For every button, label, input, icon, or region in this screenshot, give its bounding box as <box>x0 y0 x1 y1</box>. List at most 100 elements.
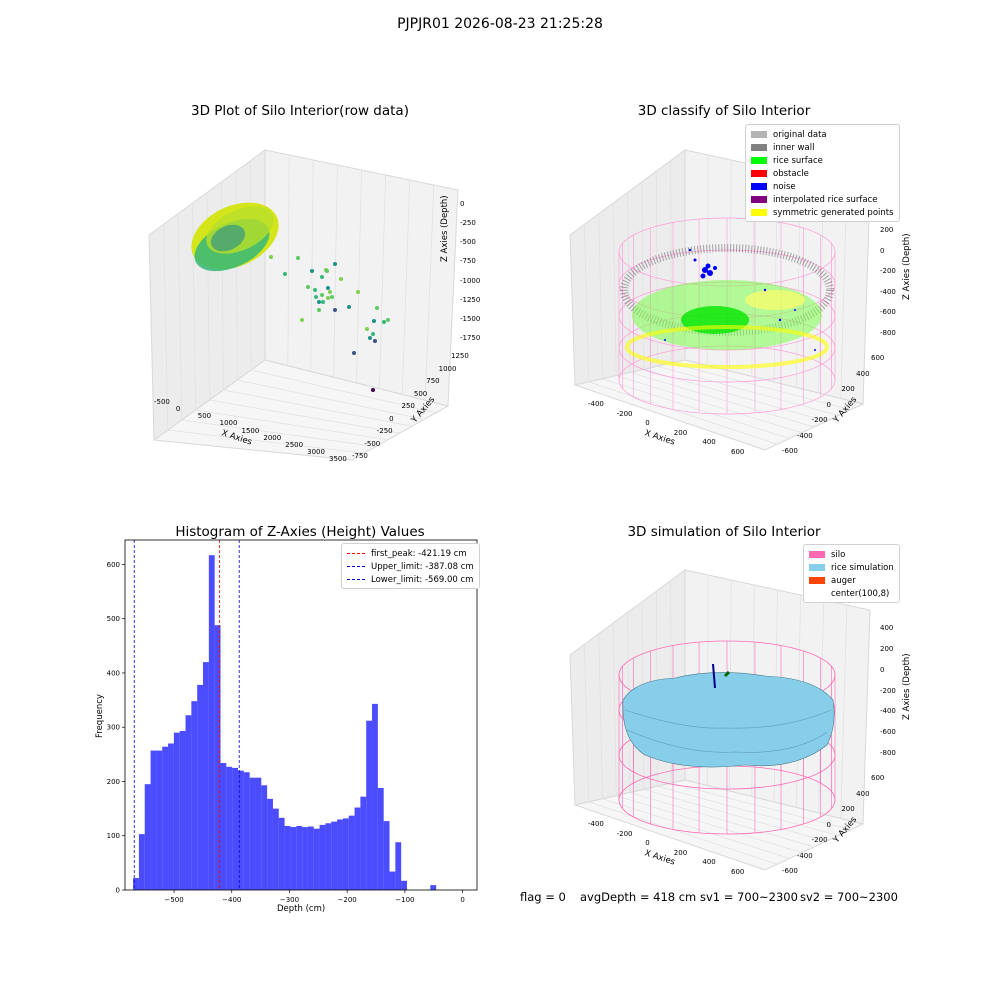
scatter-point <box>375 306 379 310</box>
histogram-bar <box>150 750 157 890</box>
panel4-title: 3D simulation of Silo Interior <box>627 524 821 540</box>
legend-entry: silo <box>809 548 894 561</box>
z-tick-label: 0 <box>880 246 885 255</box>
z-tick-label: 400 <box>880 624 894 632</box>
x-tick-label: 2000 <box>263 433 282 442</box>
histogram-bar <box>383 821 390 890</box>
histogram-bar <box>302 827 308 890</box>
footer-sv1: sv1 = 700~2300 <box>700 890 798 904</box>
scatter-point <box>317 308 321 312</box>
panel4-z-label: Z Axies (Depth) <box>902 653 912 720</box>
scatter-point <box>306 285 310 289</box>
legend-entry: symmetric generated points <box>751 206 894 219</box>
x-tick-label: −200 <box>338 896 357 904</box>
footer-avg-depth: avgDepth = 418 cm <box>580 890 697 904</box>
histogram-bar <box>156 750 163 890</box>
z-tick-label: 200 <box>880 644 894 653</box>
histogram-bar <box>342 818 349 890</box>
histogram-bar <box>208 555 215 890</box>
z-tick-label: -1750 <box>460 334 481 342</box>
z-tick-label: -1000 <box>460 276 481 285</box>
histogram-y-label: Frequency <box>95 694 105 738</box>
z-tick-label: 0 <box>880 665 885 674</box>
footer-flag: flag = 0 <box>520 890 566 904</box>
x-tick-label: −300 <box>280 896 299 904</box>
legend-label: original data <box>773 129 827 140</box>
scatter-point <box>339 277 343 281</box>
scatter-point <box>325 269 329 273</box>
histogram-bar <box>185 715 192 890</box>
histogram-legend: first_peak: -421.19 cm Upper_limit: -387.… <box>341 543 480 589</box>
x-tick-label: −100 <box>395 896 414 904</box>
y-tick-label: 600 <box>871 774 885 782</box>
y-tick-label: 0 <box>826 820 831 829</box>
scatter-point <box>347 305 351 309</box>
scatter-point <box>333 308 337 312</box>
scatter-point <box>368 336 372 340</box>
legend-entry: Lower_limit: -569.00 cm <box>347 573 474 586</box>
scatter-point <box>328 290 332 294</box>
legend-label: Upper_limit: -387.08 cm <box>371 561 474 572</box>
histogram-bar <box>191 701 198 890</box>
histogram-bar <box>133 878 139 890</box>
legend-swatch <box>751 196 767 203</box>
x-tick-label: 2500 <box>285 440 304 449</box>
legend-swatch <box>809 577 825 584</box>
scatter-point <box>386 318 390 322</box>
z-tick-label: -1250 <box>460 295 481 304</box>
legend-label: symmetric generated points <box>773 207 894 218</box>
scatter-point <box>321 300 325 304</box>
scatter-point <box>313 288 317 292</box>
y-tick-label: 1250 <box>451 352 469 360</box>
panel2-z-label: Z Axies (Depth) <box>902 233 912 300</box>
panel1-3d-plot <box>148 149 459 461</box>
legend-label: silo <box>831 549 846 560</box>
x-tick-label: -200 <box>616 829 633 838</box>
legend-swatch <box>809 551 825 558</box>
legend-label: obstacle <box>773 168 809 179</box>
histogram-bar <box>296 825 303 890</box>
histogram-bar <box>307 826 314 890</box>
x-tick-label: 0 <box>645 839 650 848</box>
scatter-point <box>330 295 334 299</box>
scatter-point <box>326 286 330 290</box>
x-tick-label: 600 <box>731 868 745 876</box>
y-tick-label: -500 <box>364 439 381 448</box>
legend-entry: original data <box>751 128 894 141</box>
y-tick-label: 600 <box>107 561 120 569</box>
histogram-bar <box>179 731 186 890</box>
panel1-title: 3D Plot of Silo Interior(row data) <box>191 103 409 119</box>
y-tick-label: 400 <box>856 789 870 798</box>
x-tick-label: -400 <box>588 820 604 828</box>
x-tick-label: 200 <box>673 428 688 437</box>
y-tick-label: 0 <box>116 887 120 895</box>
x-tick-label: −400 <box>222 896 241 904</box>
x-tick-label: 500 <box>197 412 212 421</box>
histogram-bar <box>325 823 332 890</box>
histogram-bar <box>243 772 250 890</box>
scatter-point <box>320 275 324 279</box>
legend-entry: rice surface <box>751 154 894 167</box>
scatter-point <box>372 319 376 323</box>
panel4-3d-plot <box>569 569 871 871</box>
plot-frame <box>124 539 478 891</box>
scatter-point <box>320 293 324 297</box>
y-tick-label: 0 <box>389 414 394 423</box>
scatter-point <box>296 256 300 260</box>
x-tick-label: 600 <box>731 448 745 456</box>
legend-swatch <box>751 144 767 151</box>
y-tick-label: 0 <box>826 400 831 409</box>
histogram-bar <box>138 834 145 890</box>
legend-line-sample <box>347 579 365 580</box>
scatter-point <box>333 262 337 266</box>
panel1-z-label: Z Axies (Depth) <box>440 195 450 262</box>
legend-line-sample <box>347 553 365 554</box>
y-tick-label: -600 <box>782 867 798 875</box>
scatter-point <box>317 300 321 304</box>
z-tick-label: -600 <box>880 308 896 317</box>
histogram-bar <box>348 815 355 890</box>
histogram-bar <box>319 824 326 890</box>
histogram-bar <box>377 787 384 890</box>
panel2-title: 3D classify of Silo Interior <box>637 103 811 119</box>
x-tick-label: 1500 <box>241 426 260 435</box>
